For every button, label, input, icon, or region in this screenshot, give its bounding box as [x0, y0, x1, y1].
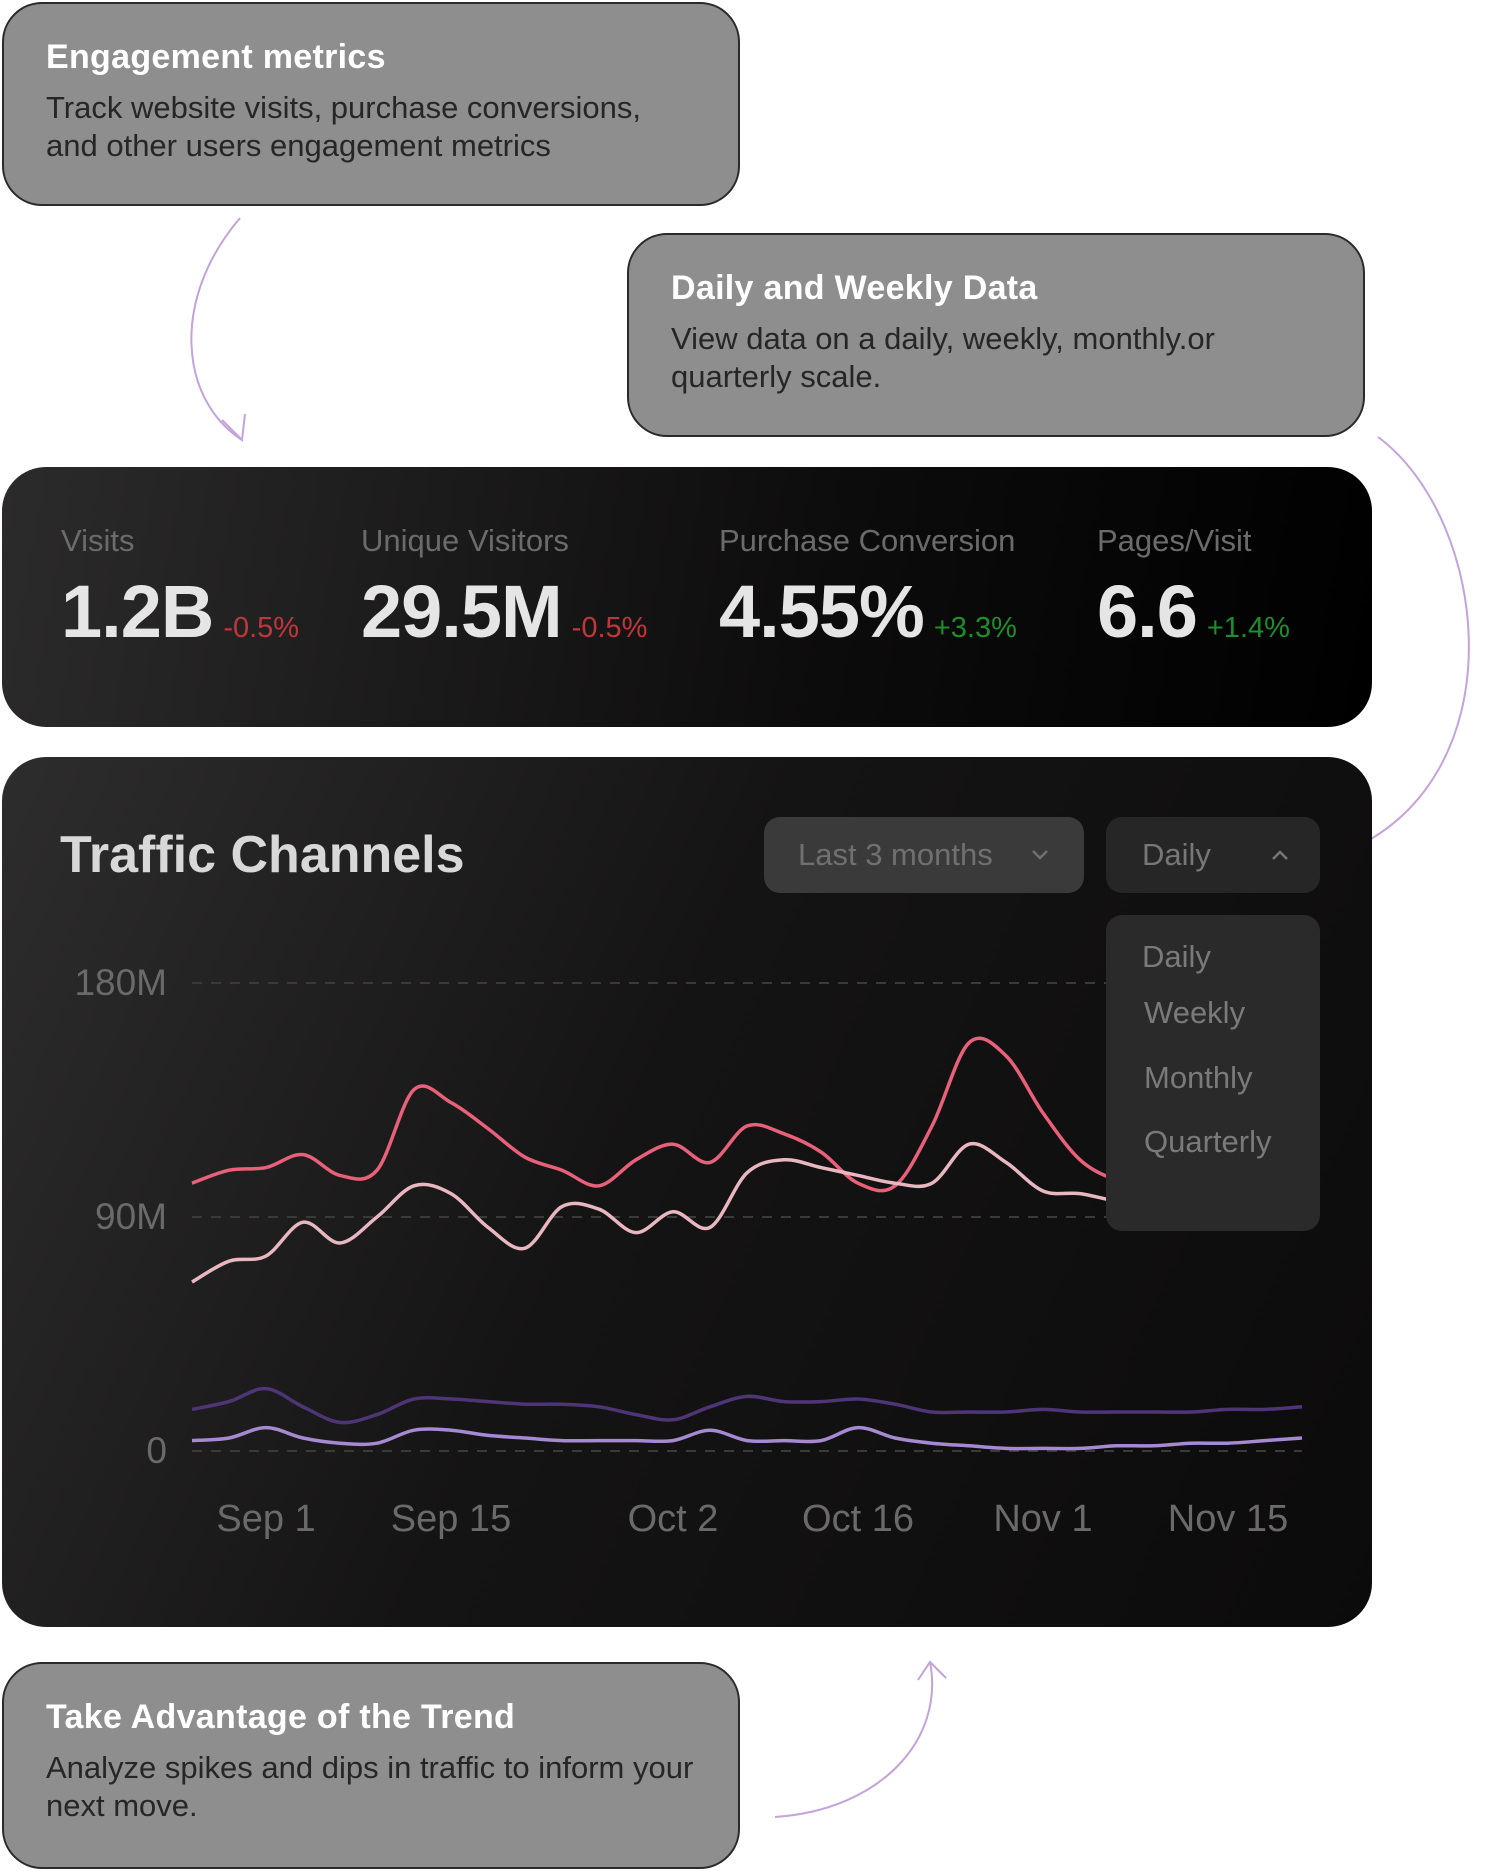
period-label: Daily — [1142, 837, 1211, 872]
kpi-value: 29.5M — [361, 570, 563, 653]
arrow-engagement — [190, 217, 243, 441]
period-select[interactable]: Daily — [1106, 817, 1320, 893]
period-option-weekly[interactable]: Weekly — [1144, 995, 1246, 1030]
kpi-delta: +1.4% — [1206, 612, 1290, 644]
kpi-purchase-conversion: Purchase Conversion 4.55% +3.3% — [719, 523, 1017, 654]
kpi-label: Visits — [61, 523, 135, 558]
kpi-delta: -0.5% — [223, 612, 300, 644]
kpi-label: Purchase Conversion — [719, 523, 1016, 558]
x-tick-label: Sep 1 — [216, 1498, 315, 1540]
kpi-delta: -0.5% — [571, 612, 648, 644]
kpi-pages-per-visit: Pages/Visit 6.6 +1.4% — [1097, 523, 1290, 654]
arrow-periods — [1342, 436, 1470, 854]
chevron-down-icon — [1032, 850, 1048, 860]
date-range-label: Last 3 months — [798, 837, 993, 872]
chart-title: Traffic Channels — [60, 826, 465, 884]
callout-text: View data on a daily, weekly, monthly.or… — [671, 321, 1215, 394]
kpi-label: Pages/Visit — [1097, 523, 1252, 558]
kpi-value: 4.55% — [719, 570, 925, 653]
series-line-2 — [191, 1386, 1303, 1425]
period-option-monthly[interactable]: Monthly — [1144, 1060, 1253, 1095]
kpi-visits: Visits 1.2B -0.5% — [61, 523, 299, 654]
y-tick-label: 0 — [146, 1430, 167, 1471]
traffic-channels-panel: 180M 90M 0 Sep 1 Sep 15 Oct 2 Oct 16 Nov 1 Nov 1… — [2, 757, 1372, 1627]
callout-text: Analyze spikes and dips in traffic to in… — [46, 1750, 694, 1823]
series-line-3 — [191, 1425, 1303, 1451]
period-option-daily[interactable]: Daily — [1142, 939, 1211, 974]
x-tick-label: Oct 16 — [802, 1498, 914, 1540]
kpi-delta: +3.3% — [933, 612, 1017, 644]
y-tick-label: 90M — [95, 1196, 167, 1237]
y-tick-label: 180M — [74, 962, 167, 1003]
callout-periods: Daily and Weekly Data View data on a dai… — [627, 233, 1365, 437]
callout-engagement: Engagement metrics Track website visits,… — [2, 2, 740, 206]
arrow-trend — [774, 1661, 934, 1818]
x-tick-label: Oct 2 — [628, 1498, 719, 1540]
arrowhead-engagement — [221, 413, 246, 443]
kpi-value: 6.6 — [1097, 570, 1198, 653]
period-option-quarterly[interactable]: Quarterly — [1144, 1124, 1272, 1159]
callout-text: Track website visits, purchase conversio… — [46, 90, 641, 163]
period-dropdown-menu: Daily Weekly Monthly Quarterly — [1106, 915, 1320, 1231]
x-tick-label: Nov 15 — [1168, 1498, 1288, 1540]
callout-trend: Take Advantage of the Trend Analyze spik… — [2, 1662, 740, 1869]
callout-title: Take Advantage of the Trend — [46, 1698, 516, 1736]
chevron-up-icon — [1272, 850, 1288, 860]
callout-title: Daily and Weekly Data — [671, 269, 1038, 307]
date-range-select[interactable]: Last 3 months — [764, 817, 1084, 893]
kpi-unique-visitors: Unique Visitors 29.5M -0.5% — [361, 523, 647, 654]
kpi-label: Unique Visitors — [361, 523, 569, 558]
arrowhead-trend — [917, 1660, 947, 1681]
x-tick-label: Nov 1 — [993, 1498, 1092, 1540]
x-tick-label: Sep 15 — [391, 1498, 511, 1540]
callout-title: Engagement metrics — [46, 38, 386, 76]
kpi-panel: Visits 1.2B -0.5% Unique Visitors 29.5M -0… — [2, 467, 1372, 727]
kpi-value: 1.2B — [61, 570, 214, 653]
